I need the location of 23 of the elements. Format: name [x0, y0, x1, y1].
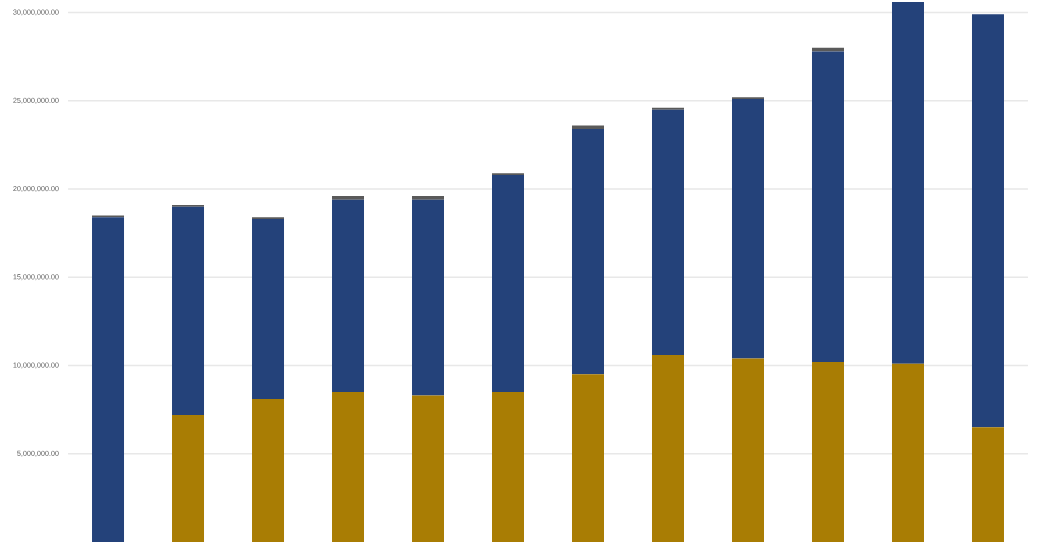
bar	[732, 99, 764, 359]
bar	[92, 217, 125, 542]
bar	[412, 395, 444, 542]
bar	[971, 14, 1004, 428]
bar	[891, 1, 924, 364]
bar	[652, 109, 684, 355]
bar	[572, 374, 604, 542]
bar	[492, 174, 524, 392]
bar	[811, 361, 844, 542]
bar	[332, 391, 364, 542]
bar	[652, 354, 684, 542]
bar	[891, 363, 924, 542]
bar	[332, 199, 364, 392]
bar	[811, 51, 844, 362]
bar	[732, 358, 764, 542]
bar	[172, 414, 205, 542]
bar	[412, 199, 444, 396]
bar	[572, 129, 604, 375]
bar	[971, 427, 1004, 542]
bar	[252, 399, 285, 542]
bar	[252, 219, 285, 400]
bar	[492, 391, 524, 542]
bar	[172, 206, 205, 415]
